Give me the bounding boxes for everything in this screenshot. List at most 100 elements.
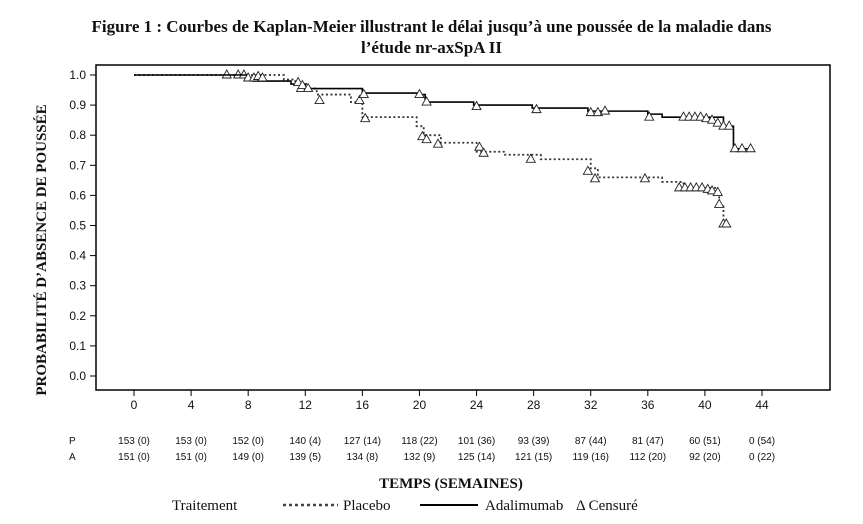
risk-row-label: P [69, 436, 76, 447]
x-axis: 0 4 8 12 16 20 24 28 32 36 40 44 [131, 390, 769, 412]
y-tick-label: 0.3 [69, 279, 86, 293]
risk-value: 121 (15) [515, 452, 552, 463]
censor-marker-placebo [359, 112, 371, 123]
risk-value: 139 (5) [289, 452, 321, 463]
legend: Traitement Placebo Adalimumab Δ Censuré [172, 498, 638, 514]
censor-marker-placebo [354, 94, 365, 105]
y-tick-label: 0.8 [69, 128, 86, 142]
risk-value: 134 (8) [347, 452, 379, 463]
figure-title-line1: Figure 1 : Courbes de Kaplan-Meier illus… [91, 17, 772, 36]
censor-marker-adalimumab [302, 82, 314, 92]
x-tick-label: 20 [413, 398, 427, 412]
censor-marker-placebo [314, 94, 325, 105]
risk-value: 118 (22) [401, 436, 438, 447]
risk-value: 149 (0) [232, 452, 264, 463]
risk-value: 127 (14) [344, 436, 381, 447]
censor-marker-adalimumab [358, 88, 370, 99]
curve-adalimumab [134, 74, 748, 150]
risk-value: 0 (22) [749, 452, 775, 463]
risk-value: 112 (20) [630, 452, 667, 463]
censor-marker-placebo [421, 133, 432, 144]
censor-marker-adalimumab [414, 88, 425, 99]
censor-marker-placebo [639, 172, 651, 183]
y-axis-label: PROBABILITÉ D’ABSENCE DE POUSSÉE [33, 104, 50, 395]
x-tick-label: 24 [470, 398, 484, 412]
censor-marker-adalimumab [592, 106, 604, 117]
y-tick-label: 0.9 [69, 98, 86, 112]
x-tick-label: 8 [245, 398, 252, 412]
risk-value: 81 (47) [632, 436, 664, 447]
censor-marker-adalimumab [643, 111, 655, 121]
x-axis-label: TEMPS (SEMAINES) [379, 476, 523, 492]
risk-value: 140 (4) [289, 436, 321, 447]
risk-value: 119 (16) [572, 452, 609, 463]
censor-marker-placebo [525, 153, 537, 163]
x-tick-label: 32 [584, 398, 598, 412]
censor-marker-adalimumab [599, 105, 611, 115]
risk-value: 153 (0) [175, 436, 207, 447]
censor-marker-placebo [221, 69, 233, 79]
risk-value: 132 (9) [404, 452, 436, 463]
legend-placebo-label: Placebo [343, 498, 390, 514]
censor-marker-adalimumab [729, 142, 741, 153]
risk-value: 92 (20) [689, 452, 721, 463]
x-tick-label: 16 [356, 398, 370, 412]
legend-censor-label: Δ Censuré [576, 498, 638, 514]
series-layer [134, 69, 756, 228]
y-tick-label: 0.5 [69, 219, 86, 233]
censor-marker-placebo [713, 198, 725, 208]
y-tick-label: 0.0 [69, 369, 86, 383]
risk-value: 153 (0) [118, 436, 150, 447]
plot-frame [95, 64, 831, 391]
censor-marker-adalimumab [723, 120, 735, 130]
legend-adalimumab-label: Adalimumab [485, 498, 563, 514]
x-tick-label: 40 [698, 398, 712, 412]
censor-marker-adalimumab [297, 79, 308, 89]
censor-marker-placebo [582, 165, 594, 175]
risk-value: 93 (39) [518, 436, 550, 447]
series-placebo [134, 69, 732, 228]
legend-heading: Traitement [172, 498, 238, 514]
curve-placebo [134, 74, 728, 224]
risk-value: 151 (0) [118, 452, 150, 463]
risk-value: 60 (51) [689, 436, 721, 447]
y-axis: 0.0 0.1 0.2 0.3 0.4 0.5 0.6 0.7 0.8 0.9 1.0 [69, 68, 96, 383]
censor-marker-adalimumab [701, 112, 712, 123]
y-tick-label: 0.7 [69, 158, 86, 172]
figure-title-line2: l’étude nr-axSpA II [360, 38, 503, 57]
censor-marker-placebo [696, 181, 708, 192]
risk-value: 101 (36) [458, 436, 495, 447]
risk-table: P 153 (0) 153 (0) 152 (0) 140 (4) 127 (14) 118… [69, 436, 775, 463]
censor-marker-placebo [432, 138, 444, 148]
censor-marker-adalimumab [712, 117, 724, 127]
censor-marker-adalimumab [695, 111, 706, 121]
censor-marker-placebo [478, 147, 489, 157]
censor-marker-adalimumab [736, 142, 748, 153]
y-tick-label: 0.4 [69, 249, 86, 263]
y-tick-label: 0.2 [69, 309, 86, 323]
figure-title: Figure 1 : Courbes de Kaplan-Meier illus… [0, 16, 863, 58]
censor-marker-adalimumab [745, 142, 756, 153]
censor-marker-placebo [474, 141, 485, 151]
censor-marker-adalimumab [471, 100, 482, 111]
censor-marker-adalimumab [421, 96, 432, 106]
risk-row-label: A [69, 452, 76, 463]
risk-value: 0 (54) [749, 436, 775, 447]
censor-marker-adalimumab [257, 72, 268, 82]
x-tick-label: 12 [299, 398, 313, 412]
censor-marker-placebo [712, 186, 724, 196]
censor-marker-placebo [721, 218, 732, 228]
censor-marker-adalimumab [531, 103, 542, 114]
x-tick-label: 28 [527, 398, 541, 412]
risk-value: 151 (0) [175, 452, 207, 463]
risk-value: 152 (0) [232, 436, 264, 447]
series-adalimumab [134, 70, 756, 153]
risk-value: 87 (44) [575, 436, 607, 447]
censor-marker-adalimumab [706, 114, 718, 124]
risk-value: 125 (14) [458, 452, 495, 463]
censor-marker-placebo [706, 184, 718, 195]
x-tick-label: 0 [131, 398, 138, 412]
y-tick-label: 0.6 [69, 188, 86, 202]
x-tick-label: 36 [641, 398, 655, 412]
